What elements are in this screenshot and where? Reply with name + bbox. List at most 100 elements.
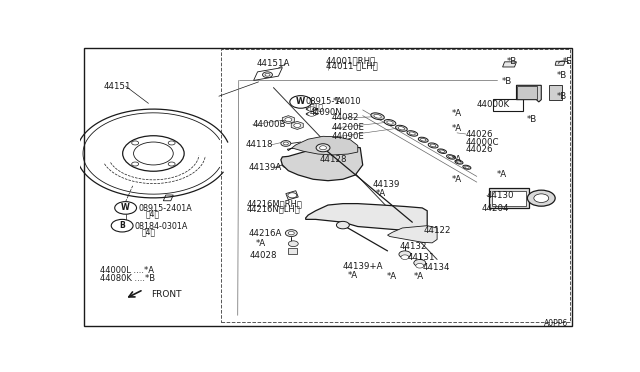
Circle shape	[308, 107, 316, 111]
Ellipse shape	[396, 125, 407, 131]
Text: 44139: 44139	[372, 180, 400, 189]
Circle shape	[416, 263, 424, 268]
Polygon shape	[291, 121, 303, 129]
Text: 44134: 44134	[422, 263, 450, 272]
Ellipse shape	[384, 119, 396, 126]
Text: *B: *B	[557, 92, 568, 101]
Ellipse shape	[374, 114, 381, 118]
Ellipse shape	[419, 137, 428, 142]
Circle shape	[132, 141, 139, 145]
Circle shape	[285, 230, 297, 237]
Polygon shape	[281, 145, 363, 181]
Text: B: B	[119, 221, 125, 230]
Text: *A: *A	[413, 272, 424, 280]
Circle shape	[168, 162, 175, 166]
Circle shape	[308, 112, 316, 116]
Text: 44216N〈LH〉: 44216N〈LH〉	[246, 205, 300, 214]
Text: *B: *B	[502, 77, 513, 86]
Circle shape	[316, 144, 330, 152]
Circle shape	[337, 221, 349, 229]
Text: *E: *E	[563, 57, 572, 66]
Polygon shape	[163, 195, 173, 201]
Polygon shape	[253, 68, 282, 80]
Text: 44118: 44118	[245, 140, 273, 150]
Polygon shape	[502, 62, 516, 67]
Text: 44216A: 44216A	[249, 229, 282, 238]
Text: 44130: 44130	[486, 190, 514, 199]
Circle shape	[288, 193, 297, 198]
Circle shape	[168, 141, 175, 145]
Text: ち4ぢ: ち4ぢ	[146, 210, 160, 219]
Text: W: W	[296, 97, 305, 106]
Circle shape	[284, 142, 289, 145]
Text: ち1ぢ: ち1ぢ	[310, 103, 324, 112]
Text: *A: *A	[387, 272, 397, 280]
Text: *A: *A	[333, 97, 343, 106]
Bar	[518, 86, 538, 99]
Circle shape	[294, 124, 301, 128]
Polygon shape	[286, 191, 298, 200]
Text: 44090N: 44090N	[310, 108, 342, 117]
Text: 44151A: 44151A	[256, 59, 289, 68]
Text: A0PP6: A0PP6	[544, 318, 568, 328]
Text: 44090E: 44090E	[332, 132, 365, 141]
Ellipse shape	[438, 149, 447, 153]
Circle shape	[401, 255, 409, 260]
Ellipse shape	[449, 156, 454, 158]
Ellipse shape	[398, 126, 404, 130]
Bar	[489, 189, 529, 208]
Ellipse shape	[306, 112, 317, 115]
Text: 44216M〈RH〉: 44216M〈RH〉	[246, 199, 302, 208]
Text: 08915-14010: 08915-14010	[306, 97, 362, 106]
Ellipse shape	[440, 150, 445, 153]
Bar	[492, 191, 526, 206]
Circle shape	[288, 241, 298, 247]
Polygon shape	[282, 116, 294, 124]
Ellipse shape	[447, 155, 456, 159]
Text: *B: *B	[507, 57, 517, 66]
Ellipse shape	[410, 132, 415, 135]
Text: *A: *A	[452, 109, 462, 118]
Text: FRONT: FRONT	[151, 290, 181, 299]
Text: 44000C: 44000C	[466, 138, 499, 147]
Ellipse shape	[428, 143, 438, 148]
Circle shape	[262, 72, 273, 78]
Text: 44139A: 44139A	[249, 163, 282, 172]
Text: *A: *A	[452, 124, 462, 133]
Text: *A: *A	[452, 175, 462, 185]
Text: 44028: 44028	[250, 251, 277, 260]
Text: 08915-2401A: 08915-2401A	[138, 204, 192, 213]
Circle shape	[115, 202, 136, 214]
Polygon shape	[388, 226, 437, 243]
Text: *A: *A	[348, 271, 358, 280]
Polygon shape	[548, 85, 562, 100]
Text: 44026: 44026	[466, 129, 493, 138]
Text: 44000K: 44000K	[477, 100, 510, 109]
Circle shape	[319, 146, 326, 150]
Ellipse shape	[457, 161, 461, 163]
Circle shape	[123, 136, 184, 171]
Ellipse shape	[465, 166, 469, 169]
Circle shape	[134, 142, 173, 165]
Text: 44000B: 44000B	[253, 121, 286, 129]
Ellipse shape	[371, 113, 385, 120]
Circle shape	[285, 118, 292, 122]
Text: 44200E: 44200E	[332, 123, 365, 132]
Text: 44011 〈LH〉: 44011 〈LH〉	[326, 62, 377, 71]
Text: ち4ぢ: ち4ぢ	[142, 228, 156, 237]
Bar	[493, 99, 523, 111]
Text: 44128: 44128	[319, 155, 347, 164]
Ellipse shape	[455, 160, 463, 164]
Text: *B: *B	[557, 71, 568, 80]
Ellipse shape	[431, 144, 436, 147]
Circle shape	[414, 260, 426, 266]
Text: 44001〈RH〉: 44001〈RH〉	[326, 56, 376, 65]
Polygon shape	[306, 203, 428, 232]
Circle shape	[282, 162, 292, 168]
Text: 44122: 44122	[423, 226, 451, 235]
Bar	[221, 49, 570, 323]
Circle shape	[399, 251, 411, 258]
Ellipse shape	[420, 138, 426, 141]
Circle shape	[111, 219, 133, 232]
Ellipse shape	[463, 165, 471, 169]
